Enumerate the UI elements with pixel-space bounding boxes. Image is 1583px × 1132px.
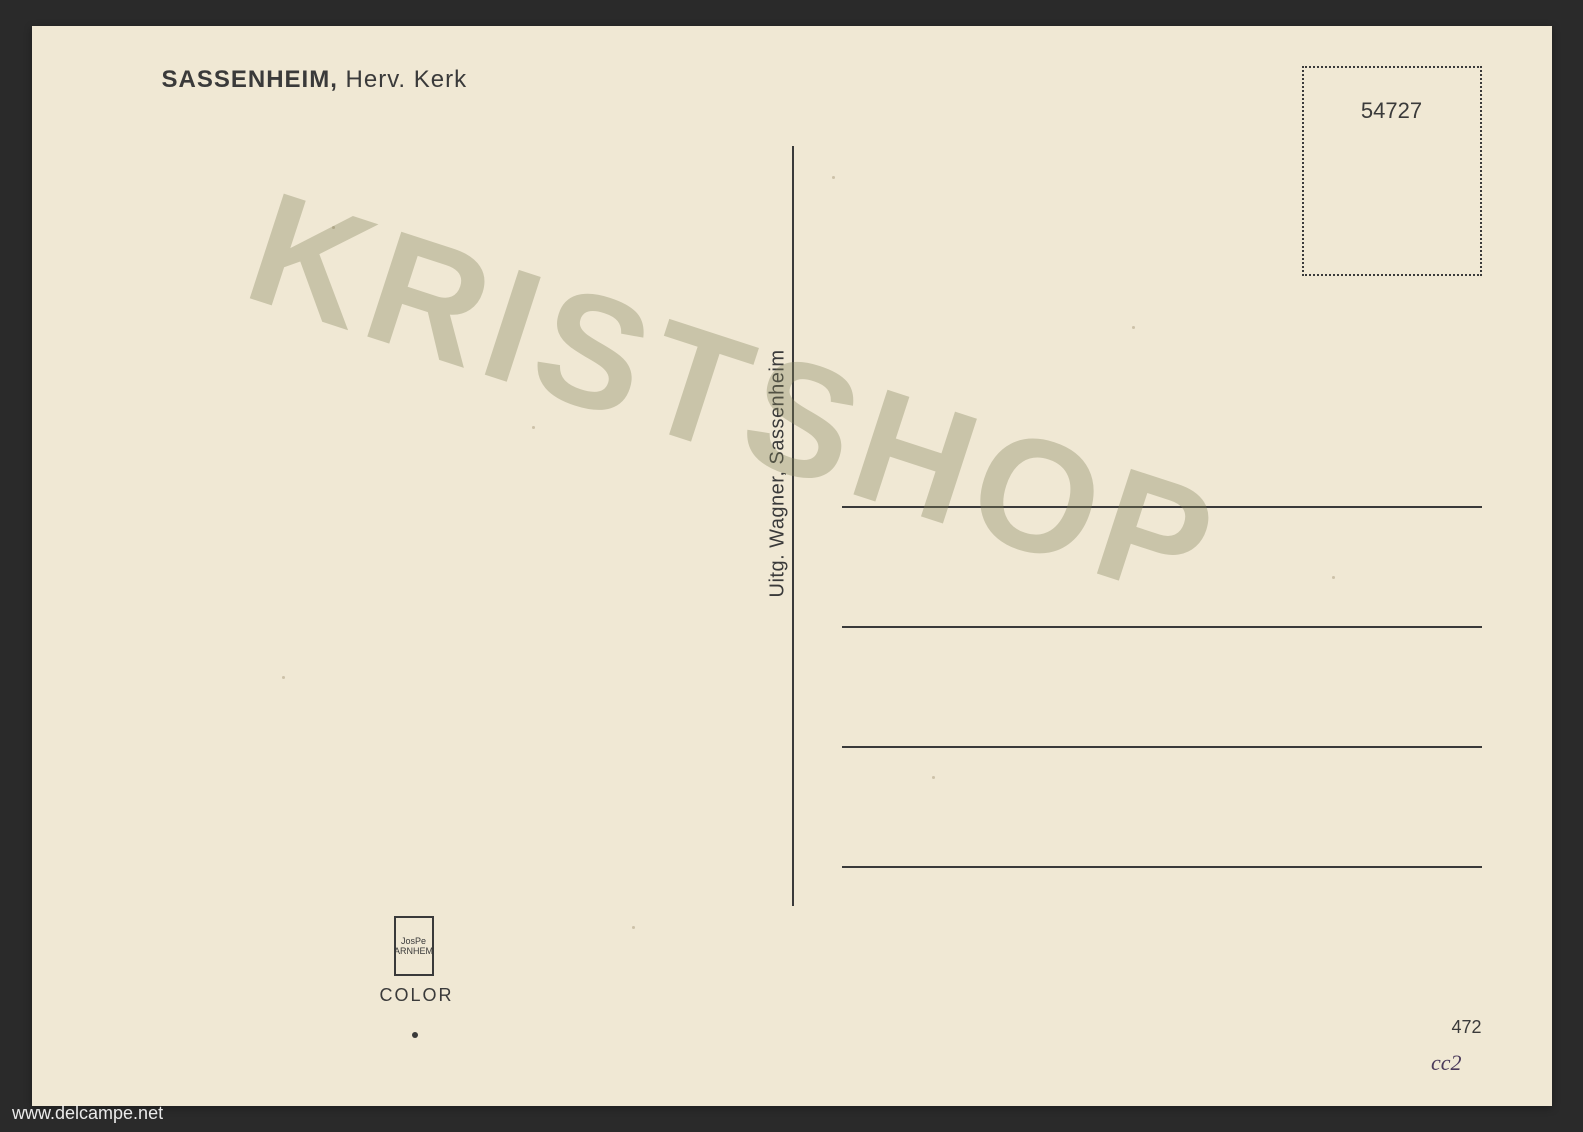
title-subject: Herv. Kerk xyxy=(338,66,467,93)
handwritten-note: cc2 xyxy=(1431,1050,1462,1076)
address-line xyxy=(842,626,1482,628)
postcard-back: SASSENHEIM, Herv. Kerk 54727 Uitg. Wagne… xyxy=(32,26,1552,1106)
paper-speck xyxy=(532,426,535,429)
stamp-placeholder: 54727 xyxy=(1302,66,1482,276)
paper-speck xyxy=(832,176,835,179)
paper-speck xyxy=(632,926,635,929)
logo-brand: JosPe xyxy=(401,936,426,946)
postcard-title: SASSENHEIM, Herv. Kerk xyxy=(162,66,468,94)
address-line xyxy=(842,506,1482,508)
color-label: COLOR xyxy=(380,985,454,1006)
paper-speck xyxy=(932,776,935,779)
site-watermark: www.delcampe.net xyxy=(12,1103,163,1124)
paper-speck xyxy=(282,676,285,679)
center-divider xyxy=(792,146,794,906)
printer-logo: JosPe ARNHEM xyxy=(394,916,434,976)
watermark-overlay: KRISTSHOP xyxy=(228,155,1241,641)
stamp-number: 54727 xyxy=(1361,98,1422,124)
logo-city: ARNHEM xyxy=(394,946,433,956)
publisher-credit: Uitg. Wagner, Sassenheim xyxy=(766,349,789,597)
dot-mark xyxy=(412,1032,418,1038)
paper-speck xyxy=(1132,326,1135,329)
address-line xyxy=(842,866,1482,868)
address-line xyxy=(842,746,1482,748)
card-code: 472 xyxy=(1451,1017,1481,1038)
paper-speck xyxy=(1332,576,1335,579)
paper-speck xyxy=(332,226,335,229)
title-location: SASSENHEIM, xyxy=(162,66,338,93)
